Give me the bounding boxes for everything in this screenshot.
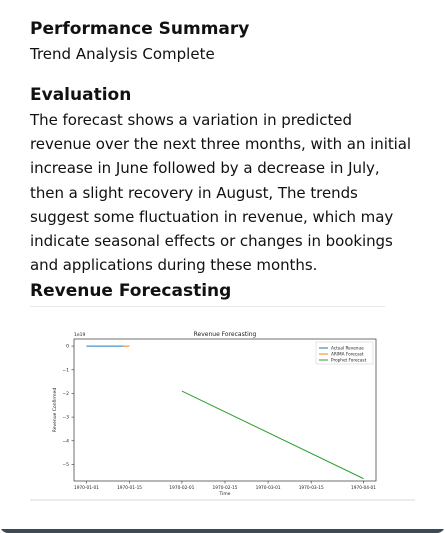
evaluation-text: The forecast shows a variation in predic… [30,111,412,275]
x-tick-label: 1970-01-01 [74,485,99,491]
y-tick-label: −4 [62,439,69,445]
chart-title: Revenue Forecasting [194,331,257,338]
y-tick-label: −3 [62,415,69,421]
legend-label: ARIMA Forecast [331,352,364,357]
y-tick-label: −5 [62,462,69,468]
performance-summary-title: Performance Summary [30,19,250,39]
section-divider [30,306,385,308]
x-axis-label: Time [218,491,230,497]
evaluation-title: Evaluation [30,85,132,105]
x-tick-label: 1970-01-15 [117,485,142,491]
x-tick-label: 1970-02-15 [213,485,238,491]
legend-label: Actual Revenue [331,346,364,351]
revenue-forecasting-title: Revenue Forecasting [30,281,232,302]
y-tick-label: −2 [62,391,69,397]
legend-box [315,342,374,365]
x-tick-label: 1970-04-01 [351,485,376,491]
y-tick-label: 0 [66,344,69,350]
y-multiplier: 1e19 [74,332,85,338]
chart-svg: Revenue Forecasting 1e19 0 −1 −2 −3 −4 −5 1970-0… [52,331,377,497]
x-tick-label: 1970-03-01 [256,485,281,491]
y-axis-label: Revenue Confirmed [52,388,58,433]
performance-summary-subtitle: Trend Analysis Complete [30,45,215,63]
y-tick-label: −1 [62,368,69,374]
x-tick-label: 1970-02-01 [169,485,194,491]
window-bottom-edge [0,529,445,533]
revenue-forecast-chart: Revenue Forecasting 1e19 0 −1 −2 −3 −4 −5 1970-0… [30,309,385,499]
x-tick-label: 1970-03-15 [299,485,324,491]
series-line-prophet-forecast [181,391,364,480]
content: Performance Summary Trend Analysis Compl… [30,18,415,502]
legend-label: Prophet Forecast [331,358,367,363]
bottom-divider [30,499,415,502]
